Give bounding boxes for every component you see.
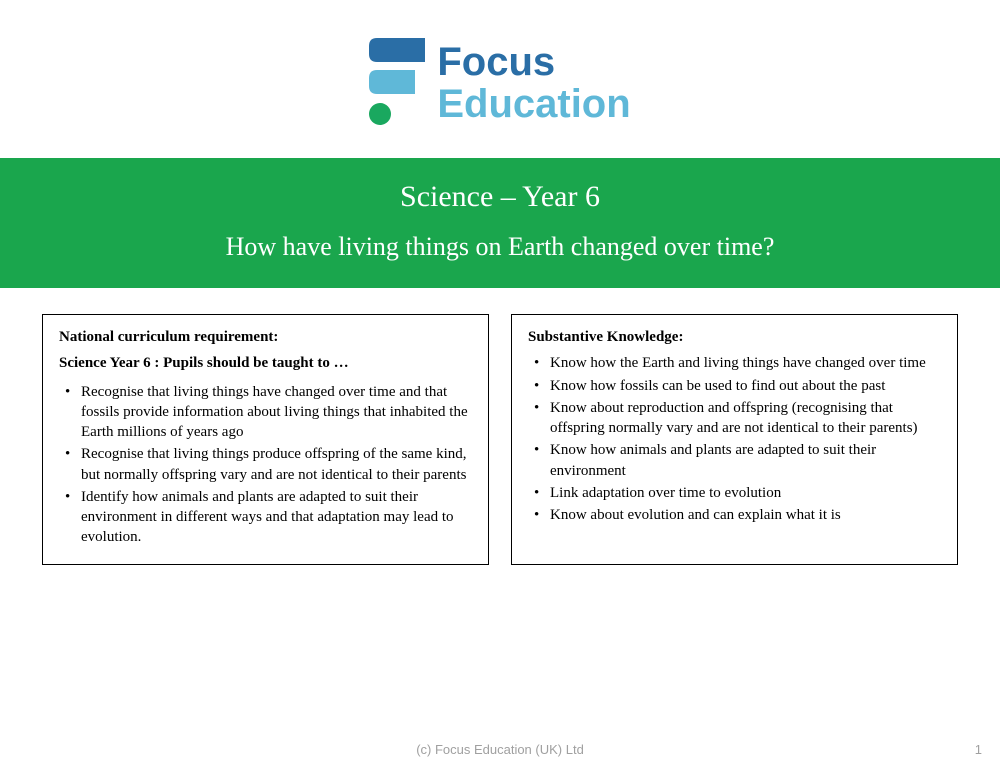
list-item: Know how the Earth and living things hav… [532,353,941,373]
banner-subtitle: How have living things on Earth changed … [0,232,1000,262]
list-item: Know how animals and plants are adapted … [532,440,941,481]
logo-word-bottom: Education [437,83,630,125]
title-banner: Science – Year 6 How have living things … [0,158,1000,288]
logo-text: Focus Education [437,41,630,125]
list-item: Recognise that living things have change… [63,382,472,443]
right-box: Substantive Knowledge: Know how the Eart… [511,314,958,565]
list-item: Identify how animals and plants are adap… [63,487,472,548]
banner-title: Science – Year 6 [0,180,1000,214]
left-box-heading: National curriculum requirement: [59,327,472,347]
logo-mark-icon [369,38,425,128]
list-item: Know about reproduction and offspring (r… [532,398,941,439]
left-box-list: Recognise that living things have change… [59,382,472,548]
list-item: Recognise that living things produce off… [63,444,472,485]
left-box: National curriculum requirement: Science… [42,314,489,565]
logo-region: Focus Education [0,0,1000,158]
logo: Focus Education [369,38,630,128]
content-boxes: National curriculum requirement: Science… [0,288,1000,565]
right-box-heading: Substantive Knowledge: [528,327,941,347]
list-item: Know how fossils can be used to find out… [532,376,941,396]
left-box-subheading: Science Year 6 : Pupils should be taught… [59,353,472,373]
list-item: Know about evolution and can explain wha… [532,505,941,525]
logo-word-top: Focus [437,41,630,83]
list-item: Link adaptation over time to evolution [532,483,941,503]
right-box-list: Know how the Earth and living things hav… [528,353,941,525]
